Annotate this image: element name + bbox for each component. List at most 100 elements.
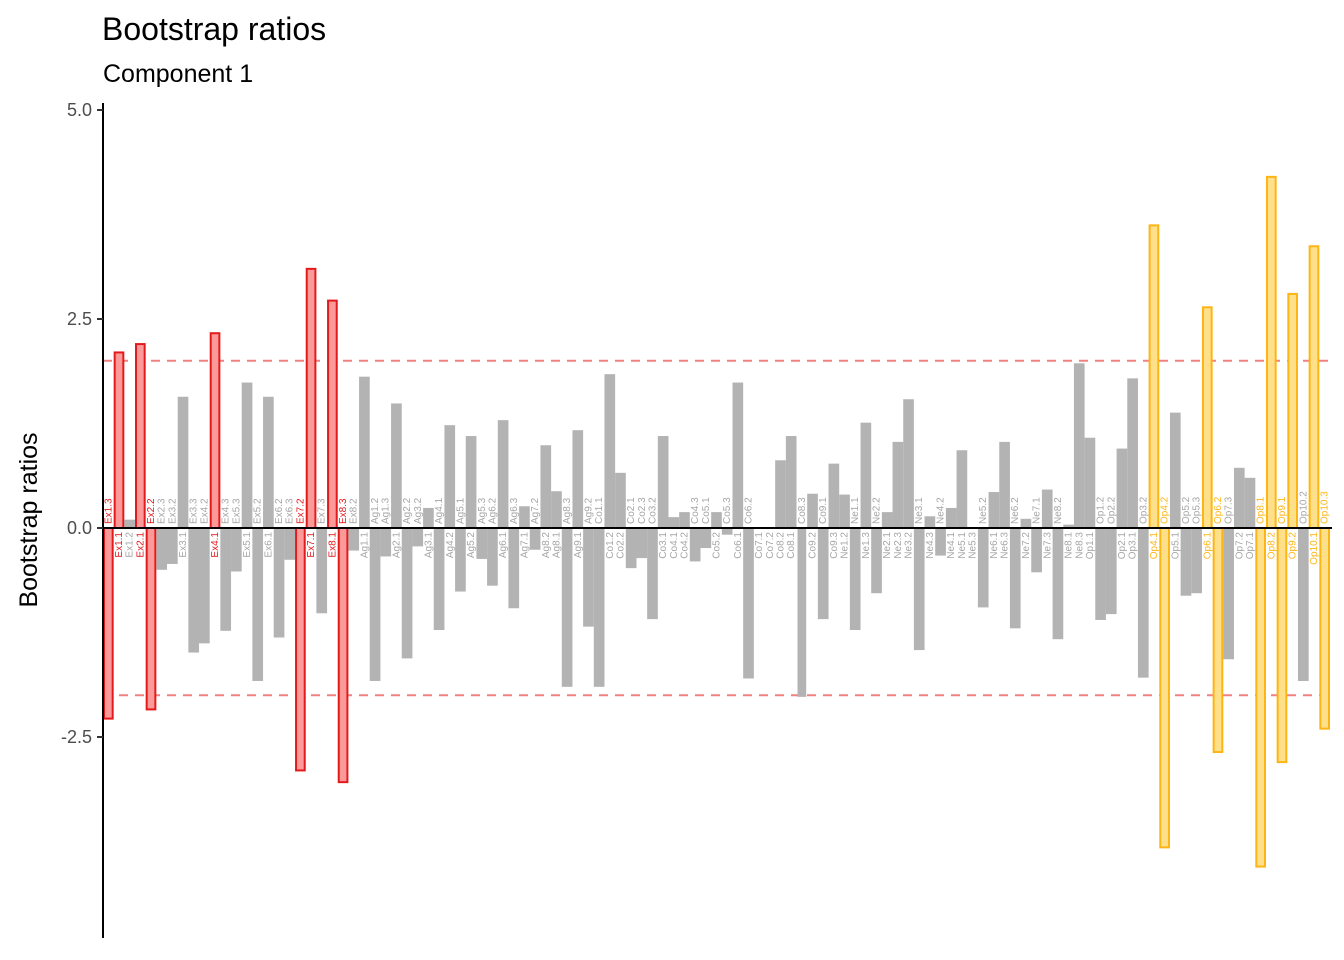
- bar-label-Ag8.1: Ag8.1: [551, 532, 562, 559]
- bar-label-Ne3.1: Ne3.1: [914, 497, 925, 524]
- bar-Op8.2: [1265, 175, 1277, 529]
- bar-Ex8.3: [337, 527, 349, 784]
- bar-label-Ex8.1: Ex8.1: [327, 532, 338, 558]
- bar-Ex4.1: [209, 332, 221, 529]
- bar-Ag8.3: [561, 528, 573, 687]
- bar-label-Ag1.2: Ag1.2: [370, 497, 381, 524]
- bar-Ag5.3: [476, 528, 488, 559]
- bar-Co8.1: [785, 436, 797, 528]
- bar-label-Ag1.1: Ag1.1: [359, 532, 370, 559]
- bar-label-Op6.2: Op6.2: [1213, 496, 1224, 524]
- bar-Co3.2: [647, 528, 658, 620]
- bar-label-Co6.2: Co6.2: [744, 497, 755, 524]
- bar-label-Ex3.1: Ex3.1: [178, 532, 189, 558]
- y-axis-title: Bootstrap ratios: [15, 432, 43, 607]
- bar-Ag7.1: [519, 506, 530, 528]
- bar-label-Ex8.2: Ex8.2: [349, 498, 360, 524]
- bar-label-Ag5.1: Ag5.1: [455, 497, 466, 524]
- bar-label-Ex8.3: Ex8.3: [338, 498, 349, 524]
- bar-label-Op4.2: Op4.2: [1160, 496, 1171, 524]
- bar-Ne7.3: [1041, 489, 1053, 528]
- bar-Co4.1: [668, 517, 680, 528]
- bar-label-Ne2.1: Ne2.1: [882, 532, 893, 559]
- bar-label-Ag6.1: Ag6.1: [498, 532, 509, 559]
- bar-label-Op1.2: Op1.2: [1096, 496, 1107, 524]
- bar-Op9.2: [1287, 292, 1298, 530]
- bar-label-Ne1.1: Ne1.1: [850, 497, 861, 524]
- bar-label-Ex5.2: Ex5.2: [253, 498, 264, 524]
- bar-label-Co5.3: Co5.3: [722, 497, 733, 524]
- bar-Ex5.1: [241, 382, 253, 528]
- bar-Co6.1: [732, 382, 744, 528]
- bar-Co5.1: [700, 528, 712, 549]
- bar-label-Co7.1: Co7.1: [754, 532, 765, 559]
- bar-label-Ex6.3: Ex6.3: [285, 498, 296, 524]
- bar-Op7.3: [1223, 528, 1234, 660]
- bar-label-Ag5.2: Ag5.2: [466, 532, 477, 559]
- bar-Ag2.2: [401, 528, 413, 659]
- bar-Ag8.2: [540, 445, 552, 528]
- bar-label-Ex7.1: Ex7.1: [306, 532, 317, 558]
- bar-Op1.2: [1095, 528, 1106, 620]
- bar-label-Ag2.1: Ag2.1: [391, 532, 402, 559]
- bar-Ag6.1: [497, 420, 509, 528]
- bar-Co2.2: [615, 472, 626, 528]
- y-tick-label: 5.0: [67, 100, 92, 120]
- bar-label-Ne1.2: Ne1.2: [840, 532, 851, 559]
- bar-Ag4.2: [444, 425, 456, 528]
- bar-Ex1.2: [124, 519, 136, 528]
- bar-Co8.3: [797, 528, 807, 697]
- chart-title: Bootstrap ratios: [102, 11, 326, 47]
- bar-Ag2.1: [391, 403, 402, 528]
- bar-Co5.3: [721, 528, 733, 535]
- bar-Co8.2: [775, 460, 786, 528]
- bar-Ex2.2: [145, 527, 157, 711]
- bar-label-Op10.2: Op10.2: [1298, 491, 1309, 524]
- bar-label-Co2.3: Co2.3: [637, 497, 648, 524]
- bar-label-Op8.2: Op8.2: [1266, 532, 1277, 560]
- bar-Co5.2: [711, 512, 722, 528]
- bar-Ag3.2: [412, 528, 424, 547]
- bar-label-Co7.2: Co7.2: [765, 532, 776, 559]
- bar-label-Ne8.2: Ne8.2: [1053, 497, 1064, 524]
- bar-Ex5.2: [252, 528, 264, 681]
- bar-label-Ex4.2: Ex4.2: [199, 498, 210, 524]
- bar-label-Ne6.1: Ne6.1: [989, 532, 1000, 559]
- bar-label-Ex3.2: Ex3.2: [167, 498, 178, 524]
- bar-label-Op7.1: Op7.1: [1245, 532, 1256, 560]
- chart-subtitle: Component 1: [103, 60, 253, 88]
- bar-label-Ag8.2: Ag8.2: [541, 532, 552, 559]
- bar-Ne7.1: [1031, 528, 1042, 573]
- bar-Ex4.3: [220, 528, 232, 631]
- bar-Ne5.2: [977, 528, 989, 608]
- bar-Ne8.1: [1063, 524, 1074, 528]
- bar-Op2.2: [1105, 528, 1117, 615]
- bar-Co2.1: [625, 528, 637, 569]
- bar-label-Ex7.2: Ex7.2: [295, 498, 306, 524]
- bar-label-Ne8.3: Ne8.3: [1074, 532, 1085, 559]
- bar-label-Ne6.3: Ne6.3: [1000, 532, 1011, 559]
- bar-label-Co3.2: Co3.2: [647, 497, 658, 524]
- bar-Co4.3: [689, 528, 701, 562]
- bar-label-Ne6.2: Ne6.2: [1010, 497, 1021, 524]
- bar-Ag4.1: [433, 528, 445, 630]
- bar-Ne7.2: [1020, 518, 1032, 528]
- bar-label-Co9.2: Co9.2: [808, 532, 819, 559]
- bar-Ag9.2: [583, 528, 594, 627]
- bar-Ag1.3: [380, 528, 392, 557]
- bar-label-Op2.2: Op2.2: [1106, 496, 1117, 524]
- bar-label-Op7.2: Op7.2: [1234, 532, 1245, 560]
- bar-label-Ag6.3: Ag6.3: [509, 497, 520, 524]
- bar-label-Ag4.2: Ag4.2: [445, 532, 456, 559]
- bar-Op10.3: [1319, 527, 1331, 730]
- bar-Op10.2: [1297, 528, 1309, 681]
- bar-label-Ag4.1: Ag4.1: [434, 497, 445, 524]
- bar-label-Co8.2: Co8.2: [776, 532, 787, 559]
- bar-Ag5.1: [455, 528, 466, 592]
- bar-Op3.2: [1137, 528, 1149, 678]
- y-tick-label: 0.0: [67, 518, 92, 538]
- bar-Ex1.1: [113, 351, 125, 529]
- bar-label-Ne2.2: Ne2.2: [872, 497, 883, 524]
- bar-label-Co1.2: Co1.2: [605, 532, 616, 559]
- bar-Ag1.1: [359, 376, 370, 528]
